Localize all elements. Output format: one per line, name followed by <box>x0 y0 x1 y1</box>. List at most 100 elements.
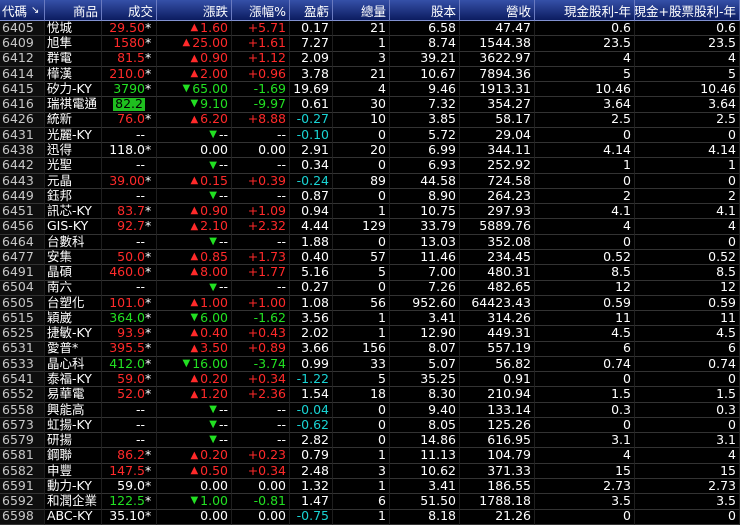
change-cell: ▼ 16.00 <box>157 356 232 373</box>
change-pct-cell: +1.77 <box>232 265 290 281</box>
cash-dividend: 11 <box>615 311 631 325</box>
capital-cell: 9.40 <box>390 402 460 418</box>
total-dividend-cell: 4.5 <box>635 326 740 342</box>
name: 矽力-KY <box>47 82 92 96</box>
revenue-cell: 352.08 <box>460 234 535 250</box>
capital-cell: 10.62 <box>390 463 460 479</box>
capital-cell: 7.32 <box>390 97 460 113</box>
price: -- <box>135 234 145 249</box>
volume: 1 <box>378 326 386 341</box>
revenue-cell: 186.55 <box>460 478 535 495</box>
eps: -0.62 <box>296 417 329 432</box>
total-dividend-cell: 23.5 <box>635 36 740 52</box>
total-dividend: 10.46 <box>700 82 736 96</box>
change: 25.00 <box>192 36 228 51</box>
capital-cell: 6.93 <box>390 158 460 174</box>
revenue: 234.45 <box>487 249 531 264</box>
code-cell: 6426 <box>0 112 45 128</box>
price-cell: -- <box>102 127 157 144</box>
revenue: 264.23 <box>487 188 531 203</box>
change-pct: -0.81 <box>253 494 286 509</box>
change-cell: ▼ -- <box>157 127 232 144</box>
volume-cell: 0 <box>333 158 390 174</box>
change: 0.20 <box>200 448 228 463</box>
total-dividend: 23.5 <box>708 36 736 51</box>
volume: 56 <box>370 295 386 310</box>
change-cell: ▼ 9.10 <box>157 97 232 113</box>
revenue-cell: 7894.36 <box>460 66 535 83</box>
price-flag: * <box>145 82 152 96</box>
code: 6573 <box>2 417 34 432</box>
change-pct-cell: +1.12 <box>232 51 290 67</box>
capital-cell: 35.25 <box>390 372 460 388</box>
cash-dividend-cell: 12 <box>535 280 635 296</box>
change-pct: -1.69 <box>253 82 286 96</box>
cash-dividend: 2.73 <box>603 478 631 493</box>
name: 泰福-KY <box>47 372 92 386</box>
price: 122.5 <box>109 494 145 509</box>
code-cell: 6415 <box>0 82 45 98</box>
price-flag: * <box>145 356 152 371</box>
cash-dividend-cell: 3.64 <box>535 97 635 113</box>
capital-cell: 39.21 <box>390 51 460 67</box>
change-pct-cell: -- <box>232 433 290 449</box>
trend-arrow: ▲ <box>182 37 191 49</box>
price-flag: * <box>145 478 152 493</box>
volume: 1 <box>378 204 386 219</box>
change-cell: ▲ 8.00 <box>157 265 232 281</box>
cash-dividend-cell: 2 <box>535 188 635 205</box>
change-cell: ▲ 2.00 <box>157 66 232 83</box>
total-dividend-cell: 3.1 <box>635 433 740 449</box>
name: 鋼聯 <box>47 448 73 463</box>
total-dividend-cell: 0 <box>635 127 740 144</box>
total-dividend: 0 <box>728 127 736 142</box>
eps: 2.02 <box>301 326 329 341</box>
change: -- <box>218 158 228 173</box>
revenue: 344.11 <box>487 143 531 157</box>
price-cell: 3790 * <box>102 82 157 98</box>
total-dividend-cell: 3.64 <box>635 97 740 113</box>
cash-dividend: 8.5 <box>611 265 631 280</box>
revenue: 482.65 <box>487 280 531 295</box>
code: 6531 <box>2 341 34 356</box>
cash-dividend-cell: 0 <box>535 509 635 525</box>
code-cell: 6412 <box>0 51 45 67</box>
capital-cell: 7.26 <box>390 280 460 296</box>
volume-cell: 0 <box>333 402 390 418</box>
revenue: 210.94 <box>487 387 531 402</box>
cash-dividend-cell: 1.5 <box>535 387 635 403</box>
name: 晶心科 <box>47 356 85 371</box>
name-cell: 鋼聯 <box>45 448 102 464</box>
volume-cell: 33 <box>333 356 390 373</box>
eps: -0.04 <box>296 402 329 417</box>
change: 0.40 <box>200 326 228 341</box>
revenue: 125.26 <box>487 417 531 432</box>
eps-cell: -1.22 <box>290 372 333 388</box>
cash-dividend: 0 <box>623 417 631 432</box>
name: 動力-KY <box>47 478 92 493</box>
revenue-cell: 5889.76 <box>460 219 535 235</box>
total-dividend: 0.74 <box>708 356 736 371</box>
price-cell: 86.2 * <box>102 448 157 464</box>
volume: 1 <box>378 36 386 51</box>
volume: 57 <box>370 249 386 264</box>
change-pct: -- <box>276 280 286 295</box>
code-cell: 6409 <box>0 36 45 52</box>
eps: -0.10 <box>296 127 329 142</box>
name: 元晶 <box>47 173 73 188</box>
capital-cell: 44.58 <box>390 173 460 189</box>
code: 6456 <box>2 219 34 234</box>
price-cell: -- <box>102 234 157 250</box>
eps: 0.17 <box>301 21 329 35</box>
volume-cell: 6 <box>333 494 390 510</box>
capital: 6.93 <box>428 158 456 173</box>
trend-arrow: ▼ <box>190 312 199 324</box>
code-cell: 6442 <box>0 158 45 174</box>
column-header: 代碼 ↘ <box>0 0 45 21</box>
eps: 1.88 <box>301 234 329 249</box>
code-cell: 6416 <box>0 97 45 113</box>
total-dividend: 4.1 <box>716 204 736 219</box>
cash-dividend: 0.3 <box>611 402 631 417</box>
name-cell: 元晶 <box>45 173 102 189</box>
price-cell: 76.0 * <box>102 112 157 128</box>
